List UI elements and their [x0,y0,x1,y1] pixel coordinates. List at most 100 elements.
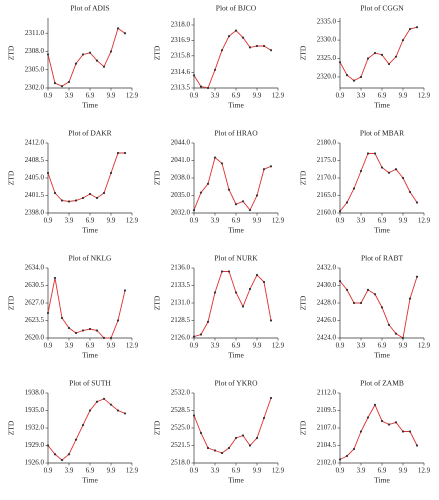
data-point [408,297,412,300]
y-axis-label: ZTD [7,295,16,310]
data-point [248,287,252,291]
x-tick-label: 3.9 [65,92,74,100]
data-point [415,201,419,204]
data-point [116,151,120,155]
y-tick-label: 2126.0 [171,334,191,342]
x-axis-label: Time [228,101,244,110]
data-point [60,458,64,462]
data-point [227,35,231,38]
y-tick-label: 2620.0 [25,334,45,342]
chart-title: Plot of NURK [214,254,258,263]
x-tick-label: 3.9 [65,217,74,225]
data-point [53,191,57,195]
data-point [269,165,273,168]
data-line [47,152,125,202]
data-point [206,320,210,323]
data-point [401,336,405,340]
data-point [102,191,106,195]
y-tick-label: 2041.0 [171,156,191,164]
data-point [373,403,377,406]
data-point [380,306,384,309]
data-point [123,289,127,292]
y-tick-label: 2315.8 [171,51,191,59]
y-tick-label: 2316.9 [171,36,191,44]
data-point [359,75,363,79]
x-axis-label: Time [82,101,98,110]
data-point [255,44,259,48]
y-tick-label: 2175.0 [317,156,337,164]
data-point [199,85,203,88]
x-tick-label: 12.9 [418,467,431,475]
data-point [408,190,412,194]
data-point [67,453,71,456]
data-point [81,53,85,56]
y-tick-label: 2044.0 [171,139,191,147]
data-point [241,305,245,308]
y-tick-label: 2311.0 [25,29,44,37]
data-point [345,201,349,204]
x-tick-label: 3.9 [65,342,74,350]
y-axis-label: ZTD [299,420,308,435]
data-point [192,414,196,417]
x-tick-label: 6.9 [86,217,95,225]
x-tick-label: 6.9 [378,92,387,100]
data-point [415,444,419,447]
x-tick-label: 9.9 [399,342,408,350]
data-point [234,203,238,206]
data-line [193,29,272,89]
chart-title: Plot of CGGN [360,4,404,13]
x-tick-label: 0.9 [44,342,53,350]
data-point [109,50,113,53]
x-tick-label: 12.9 [418,342,431,350]
data-point [248,444,252,447]
data-point [220,451,224,455]
x-tick-label: 0.9 [336,467,345,475]
y-tick-label: 2035.0 [171,191,191,199]
y-tick-label: 2430.0 [317,281,337,289]
data-point [255,194,259,197]
data-point [102,397,106,400]
data-point [241,36,245,39]
data-line [193,271,272,338]
x-tick-label: 6.9 [86,92,95,100]
data-point [401,430,405,433]
data-point [46,53,50,56]
data-point [220,162,224,165]
data-point [234,436,238,440]
x-axis-label: Time [228,226,244,235]
data-line [339,153,418,212]
data-point [394,421,398,424]
y-tick-label: 2313.5 [171,84,191,92]
data-point [67,200,71,203]
data-point [199,333,203,336]
y-tick-label: 1926.0 [25,459,45,467]
x-tick-label: 0.9 [44,92,53,100]
x-tick-label: 0.9 [336,92,345,100]
data-point [192,208,196,212]
data-point [95,329,99,332]
y-tick-label: 2521.5 [171,441,191,449]
y-tick-label: 2630.5 [25,281,45,289]
y-tick-label: 2518.0 [171,459,191,467]
y-tick-label: 2038.0 [171,174,191,182]
y-tick-label: 2136.0 [171,264,191,272]
x-tick-label: 6.9 [378,342,387,350]
data-point [262,168,266,171]
data-point [338,61,342,64]
x-axis-label: Time [82,226,98,235]
data-point [95,59,99,62]
data-point [345,288,349,291]
x-axis-label: Time [228,351,244,360]
data-point [74,438,78,441]
x-tick-label: 3.9 [357,467,366,475]
x-axis-label: Time [82,476,98,485]
data-point [373,293,377,296]
data-point [262,44,266,48]
data-point [248,46,252,49]
data-point [88,409,92,412]
y-axis-label: ZTD [7,420,16,435]
y-axis-label: ZTD [299,45,308,60]
y-tick-label: 2428.0 [317,299,337,307]
x-tick-label: 12.9 [126,467,139,475]
